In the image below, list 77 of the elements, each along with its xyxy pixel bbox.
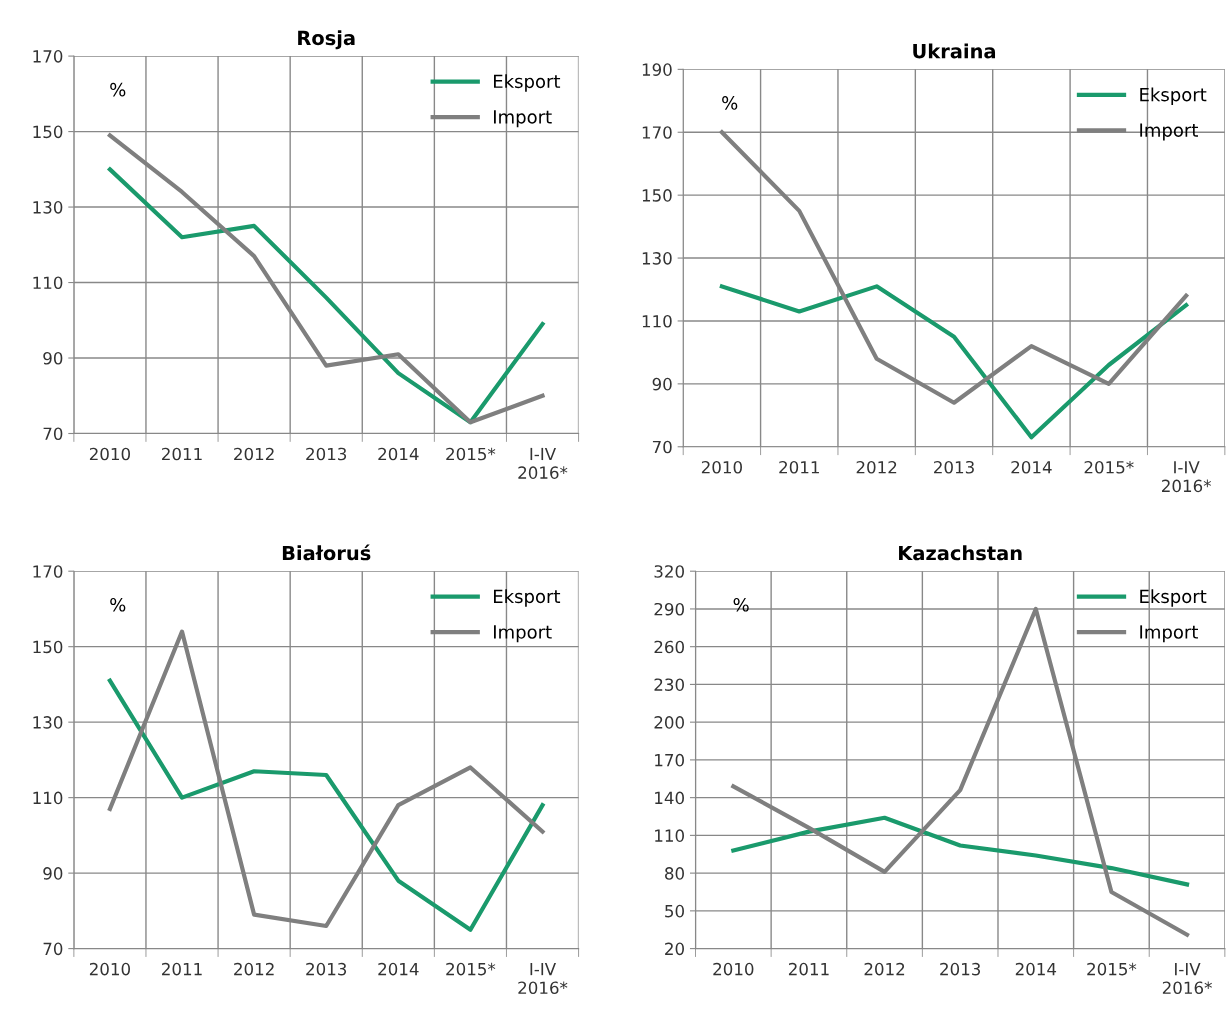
line-series	[719, 284, 1189, 440]
y-tick-label: 170	[655, 753, 684, 767]
x-tick-label: 2015*	[446, 447, 496, 461]
x-tick-label: 2015*	[1087, 962, 1137, 976]
x-tick-label: 2015*	[446, 962, 496, 976]
x-tick-label: 2014	[378, 447, 419, 461]
y-tick-label: 80	[665, 867, 684, 880]
chart-title: Ukraina	[913, 43, 996, 59]
y-tick-label: 130	[642, 252, 672, 265]
y-tick-label: 230	[654, 678, 684, 691]
x-tick-label: 2010	[89, 447, 131, 461]
y-tick-label: 110	[655, 829, 684, 842]
y-axis-title: %	[110, 597, 126, 612]
line-series	[107, 678, 545, 932]
y-axis-title: %	[733, 597, 749, 612]
x-tick-label: 2013	[940, 962, 981, 976]
x-tick-label: 2014	[1015, 962, 1057, 976]
line-series	[731, 815, 1190, 887]
y-tick-label: 70	[43, 427, 63, 441]
y-tick-label: 150	[33, 125, 63, 139]
x-tick-label: 2010	[89, 962, 131, 976]
x-tick-label: 2012	[234, 962, 274, 976]
y-axis-title: %	[722, 96, 738, 110]
x-tick-label: 2014	[378, 962, 419, 976]
y-tick-label: 290	[654, 602, 684, 616]
y-tick-label: 130	[33, 716, 63, 729]
x-tick-label: 2011	[162, 447, 202, 461]
legend-label: Import	[494, 625, 552, 643]
legend-label: Import	[1140, 625, 1198, 643]
y-tick-label: 90	[652, 377, 672, 391]
x-tick-label: I-IV 2016*	[518, 447, 568, 479]
chart-title: Kazachstan	[899, 545, 1022, 561]
x-tick-label: 2013	[934, 460, 974, 474]
y-axis-title: %	[110, 82, 126, 97]
y-tick-label: 110	[33, 791, 63, 805]
x-tick-label: 2011	[162, 962, 202, 976]
x-tick-label: 2011	[788, 962, 829, 976]
chart-title: Rosja	[298, 30, 355, 50]
x-tick-label: 2013	[306, 447, 347, 461]
y-tick-label: 150	[642, 189, 672, 202]
x-tick-label: 2012	[234, 447, 274, 461]
x-tick-label: 2012	[864, 962, 905, 976]
y-tick-label: 200	[654, 716, 684, 729]
x-tick-label: 2013	[306, 962, 347, 976]
y-tick-label: 150	[33, 640, 63, 654]
y-tick-label: 170	[33, 50, 63, 63]
y-tick-label: 130	[33, 201, 63, 214]
y-tick-label: 90	[43, 351, 63, 365]
x-tick-label: 2015*	[1084, 460, 1134, 474]
x-tick-label: 2012	[856, 460, 897, 474]
y-tick-label: 20	[665, 942, 684, 956]
x-tick-label: I-IV 2016*	[518, 963, 568, 995]
y-tick-label: 260	[654, 640, 684, 654]
x-tick-label: 2010	[701, 460, 742, 474]
legend-label: Eksport	[1140, 589, 1207, 607]
legend-label: Eksport	[1140, 87, 1207, 105]
y-tick-label: 170	[642, 126, 672, 139]
y-tick-label: 320	[654, 565, 684, 578]
y-tick-label: 170	[33, 565, 63, 578]
y-tick-label: 70	[652, 440, 672, 454]
y-tick-label: 90	[43, 867, 63, 880]
y-tick-label: 50	[665, 904, 684, 918]
y-tick-label: 190	[642, 63, 672, 76]
x-tick-label: 2010	[713, 962, 754, 976]
y-tick-label: 140	[655, 791, 684, 805]
x-tick-label: I-IV 2016*	[1162, 461, 1212, 493]
y-tick-label: 110	[33, 276, 63, 290]
y-tick-label: 70	[43, 942, 63, 956]
legend-label: Import	[494, 110, 552, 128]
x-tick-label: 2011	[779, 460, 819, 474]
x-tick-label: I-IV 2016*	[1162, 963, 1212, 995]
x-tick-label: 2014	[1011, 460, 1052, 474]
legend-label: Import	[1140, 123, 1198, 141]
chart-title: Białoruś	[282, 544, 371, 561]
legend-label: Eksport	[494, 589, 561, 607]
legend-label: Eksport	[494, 74, 561, 92]
y-tick-label: 110	[642, 314, 672, 328]
